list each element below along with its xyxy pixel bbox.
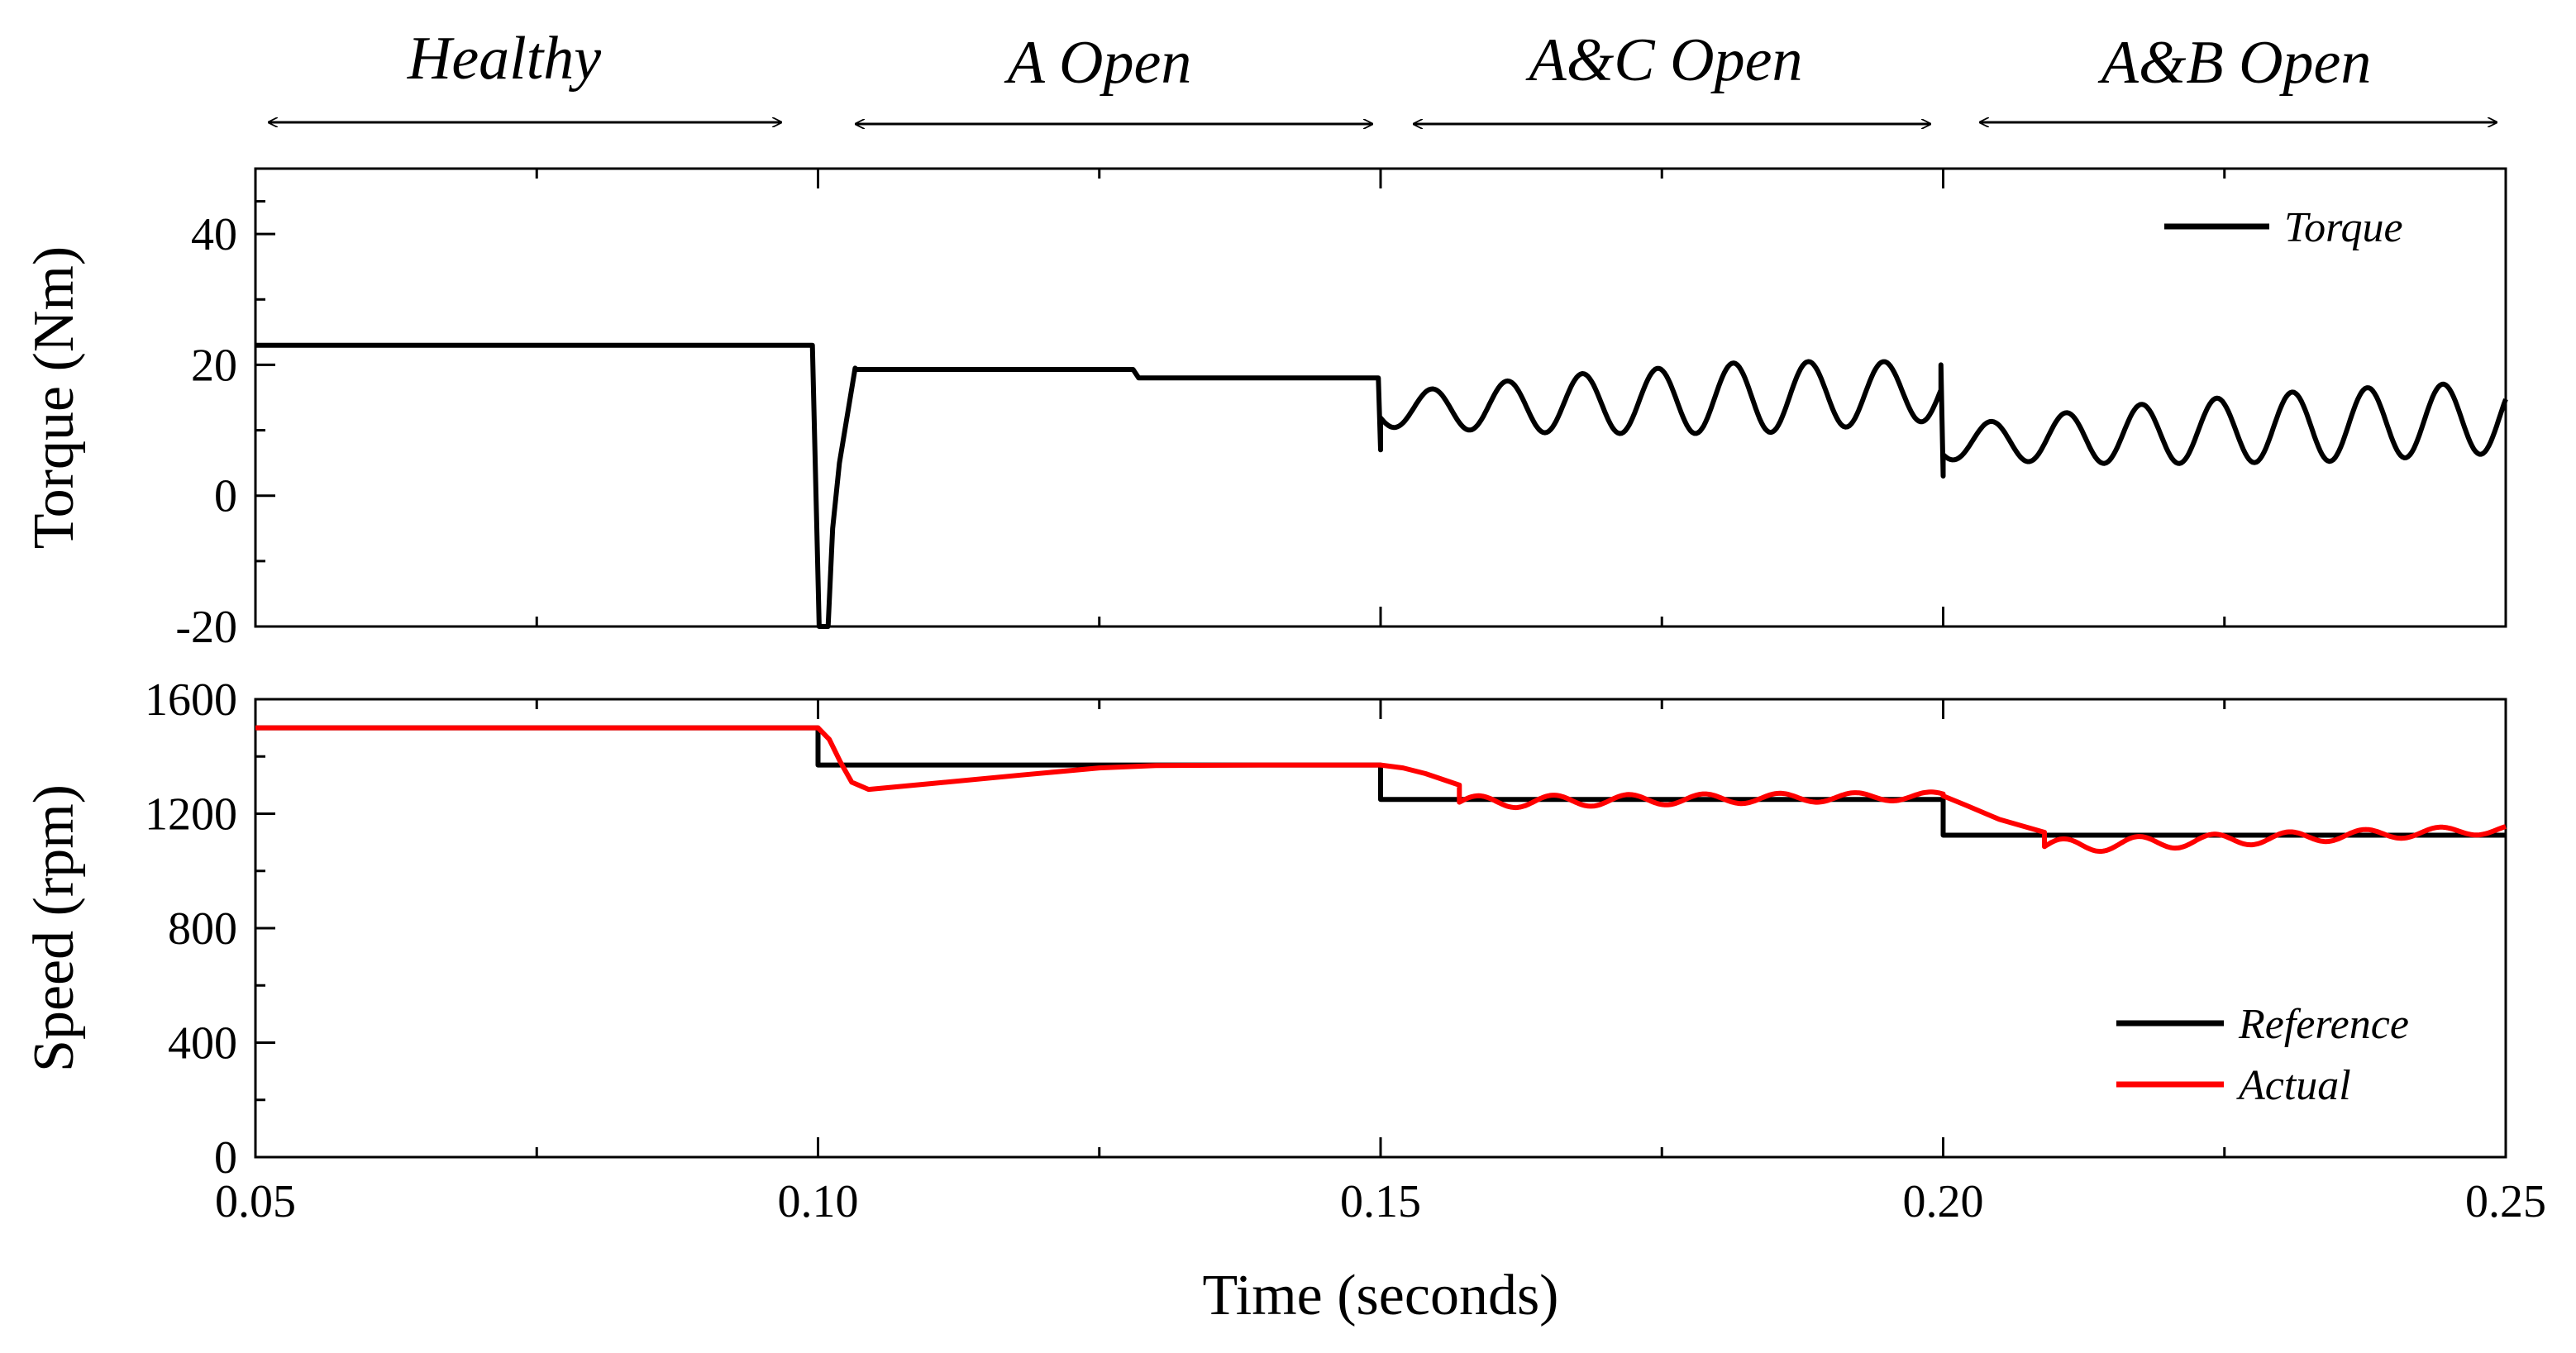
phase-healthy: Healthy (269, 25, 781, 122)
speed-ytick-label: 400 (168, 1018, 237, 1070)
speed-xtick-label: 0.05 (215, 1176, 296, 1227)
speed-y-axis-label: Speed (rpm) (22, 784, 86, 1072)
torque-y-axis-label: Torque (Nm) (22, 246, 86, 549)
torque-ytick-label: -20 (175, 602, 237, 653)
torque-y-tick-labels: -20 0 20 40 (175, 209, 237, 653)
phase-ac-open: A&C Open (1414, 26, 1930, 124)
legend-label-actual: Actual (2236, 1062, 2351, 1109)
torque-ytick-label: 40 (191, 209, 237, 260)
speed-xtick-label: 0.25 (2465, 1176, 2546, 1227)
speed-axis-ticks (254, 698, 2507, 1159)
phase-label-ab-open: A&B Open (2097, 29, 2372, 97)
phase-label-healthy: Healthy (407, 25, 601, 93)
speed-ytick-label: 1600 (145, 674, 237, 726)
speed-y-tick-labels: 0 400 800 1200 1600 (145, 674, 237, 1184)
legend-label-torque: Torque (2284, 204, 2403, 251)
speed-ytick-label: 1200 (145, 789, 237, 841)
torque-series-torque (255, 342, 2508, 629)
speed-xtick-label: 0.20 (1903, 1176, 1984, 1227)
phase-label-ac-open: A&C Open (1525, 26, 1803, 94)
x-axis-label: Time (seconds) (1202, 1264, 1558, 1327)
speed-ytick-label: 0 (214, 1132, 237, 1184)
torque-legend: Torque (2164, 204, 2403, 251)
speed-panel: 0 400 800 1200 1600 0.05 0.10 0.15 0.20 0.25 Spe… (22, 674, 2546, 1327)
torque-ytick-label: 0 (214, 471, 237, 522)
torque-panel: -20 0 20 40 Torque (Nm) Torque (22, 167, 2508, 653)
speed-x-tick-labels: 0.05 0.10 0.15 0.20 0.25 (215, 1176, 2546, 1227)
speed-ytick-label: 800 (168, 903, 237, 955)
speed-series (255, 725, 2507, 854)
speed-series-reference (255, 725, 2506, 838)
speed-xtick-label: 0.15 (1340, 1176, 1421, 1227)
phase-a-open: A Open (856, 29, 1372, 124)
speed-series-actual (255, 725, 2507, 854)
phase-annotations: Healthy A Open A&C Open A&B Open (269, 25, 2497, 124)
phase-label-a-open: A Open (1004, 29, 1192, 97)
phase-ab-open: A&B Open (1980, 29, 2497, 122)
torque-series (255, 342, 2508, 629)
torque-ytick-label: 20 (191, 340, 237, 391)
speed-legend: Reference Actual (2116, 1001, 2409, 1109)
legend-label-reference: Reference (2238, 1001, 2409, 1048)
speed-xtick-label: 0.10 (778, 1176, 859, 1227)
